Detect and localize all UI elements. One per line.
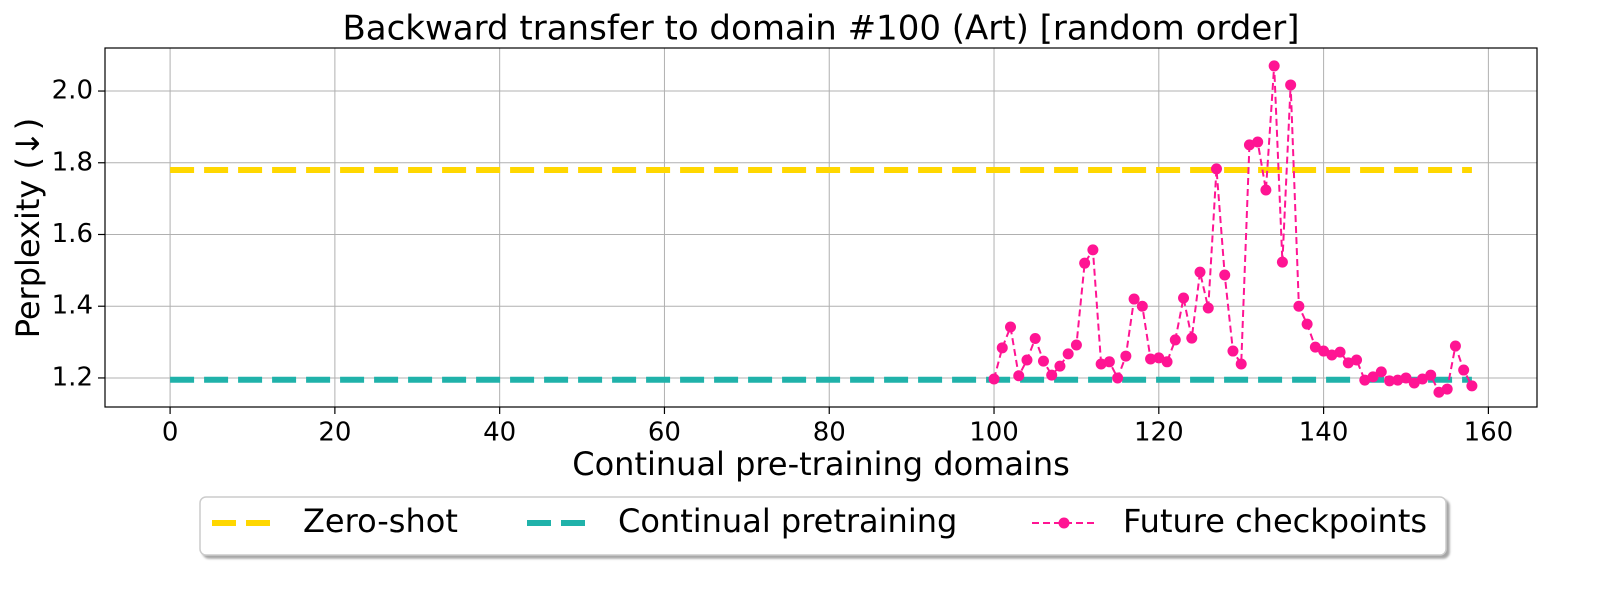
data-point	[1095, 358, 1107, 370]
data-point	[1103, 356, 1115, 368]
data-point	[1145, 353, 1157, 365]
data-point	[1458, 364, 1470, 376]
data-point	[1367, 371, 1379, 383]
data-point	[1293, 300, 1305, 312]
data-point	[1384, 375, 1396, 387]
data-point	[1441, 383, 1453, 395]
data-point	[1070, 339, 1082, 351]
data-point	[1021, 354, 1033, 366]
legend-box	[199, 496, 1447, 556]
data-point	[1235, 358, 1247, 370]
data-point	[1260, 184, 1272, 196]
series-line	[993, 65, 1473, 394]
y-tick-label: 1.4	[52, 291, 93, 321]
data-point	[1408, 377, 1420, 389]
legend-label: Continual pretraining	[618, 502, 957, 540]
data-point	[1128, 293, 1140, 305]
data-point	[1210, 163, 1222, 175]
x-tick-label: 0	[162, 418, 179, 448]
x-tick-label: 140	[1299, 418, 1349, 448]
y-tick-label: 1.2	[52, 362, 93, 392]
data-point	[1301, 318, 1313, 330]
data-point	[1351, 354, 1363, 366]
data-point	[1466, 380, 1478, 392]
data-point	[1013, 370, 1025, 382]
data-point	[1375, 366, 1387, 378]
data-point	[996, 342, 1008, 354]
x-tick-label: 40	[483, 418, 516, 448]
x-tick-label: 20	[318, 418, 351, 448]
plot-frame	[104, 47, 1538, 408]
y-tick-label: 2.0	[52, 76, 93, 106]
data-point	[1219, 269, 1231, 281]
legend-label: Future checkpoints	[1123, 502, 1427, 540]
data-point	[1029, 332, 1041, 344]
data-point	[1153, 352, 1165, 364]
y-axis-label: Perplexity (↓)	[9, 118, 47, 339]
data-point	[1178, 292, 1190, 304]
data-point	[1318, 345, 1330, 357]
x-tick-label: 100	[969, 418, 1019, 448]
data-point	[1120, 350, 1132, 362]
data-point	[1449, 340, 1461, 352]
data-point	[1334, 346, 1346, 358]
x-tick-label: 80	[813, 418, 846, 448]
data-point	[1309, 341, 1321, 353]
chart-title: Backward transfer to domain #100 (Art) […	[342, 9, 1299, 49]
data-point	[1186, 332, 1198, 344]
data-point	[1062, 348, 1074, 360]
data-point	[1227, 345, 1239, 357]
data-point	[1202, 302, 1214, 314]
data-point	[1392, 374, 1404, 386]
data-point	[1425, 369, 1437, 381]
data-point	[1054, 360, 1066, 372]
data-point	[1161, 356, 1173, 368]
x-axis-label: Continual pre-training domains	[572, 445, 1070, 483]
data-point	[1252, 136, 1264, 148]
data-point	[1046, 369, 1058, 381]
data-point	[1194, 266, 1206, 278]
data-point	[1433, 386, 1445, 398]
data-point	[1136, 300, 1148, 312]
data-point	[1416, 373, 1428, 385]
data-point	[1087, 244, 1099, 256]
data-point	[1400, 372, 1412, 384]
legend-marker	[1058, 517, 1070, 529]
data-point	[1276, 256, 1288, 268]
data-point	[1268, 60, 1280, 72]
data-point	[1005, 321, 1017, 333]
x-tick-label: 160	[1464, 418, 1514, 448]
data-point	[1112, 372, 1124, 384]
data-point	[1169, 334, 1181, 346]
legend-label: Zero-shot	[303, 502, 458, 540]
x-tick-label: 60	[648, 418, 681, 448]
x-tick-label: 120	[1134, 418, 1184, 448]
y-tick-label: 1.6	[52, 219, 93, 249]
data-point	[1037, 355, 1049, 367]
data-point	[1285, 79, 1297, 91]
y-tick-label: 1.8	[52, 147, 93, 177]
data-point	[1079, 257, 1091, 269]
data-point	[1359, 374, 1371, 386]
data-point	[988, 373, 1000, 385]
